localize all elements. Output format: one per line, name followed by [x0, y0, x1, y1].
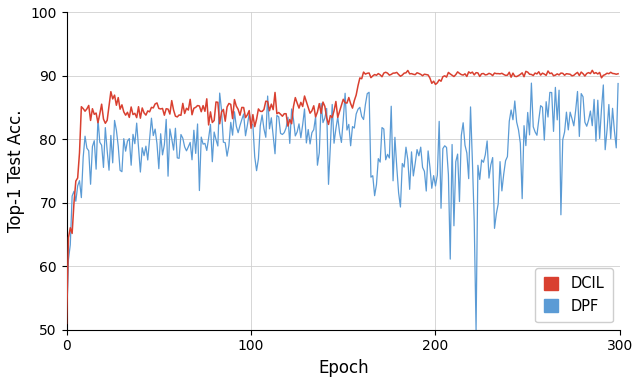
- DPF: [472, 328, 480, 332]
- DPF: [527, 81, 535, 85]
- X-axis label: Epoch: Epoch: [318, 359, 369, 377]
- DCIL: [563, 71, 570, 76]
- DCIL: [527, 72, 535, 77]
- DCIL: [400, 71, 408, 76]
- DPF: [400, 165, 408, 169]
- Y-axis label: Top-1 Test Acc.: Top-1 Test Acc.: [7, 110, 25, 232]
- DPF: [391, 135, 399, 140]
- DPF: [614, 81, 622, 86]
- DCIL: [389, 71, 397, 75]
- DPF: [389, 179, 397, 183]
- DCIL: [63, 321, 70, 326]
- DCIL: [391, 71, 399, 75]
- DCIL: [588, 68, 596, 73]
- DCIL: [65, 235, 72, 240]
- DPF: [63, 321, 70, 326]
- Line: DCIL: DCIL: [67, 70, 618, 323]
- DCIL: [614, 71, 622, 76]
- DPF: [531, 130, 539, 134]
- Line: DPF: DPF: [67, 83, 618, 330]
- DPF: [65, 257, 72, 262]
- Legend: DCIL, DPF: DCIL, DPF: [535, 268, 612, 323]
- DPF: [566, 110, 574, 114]
